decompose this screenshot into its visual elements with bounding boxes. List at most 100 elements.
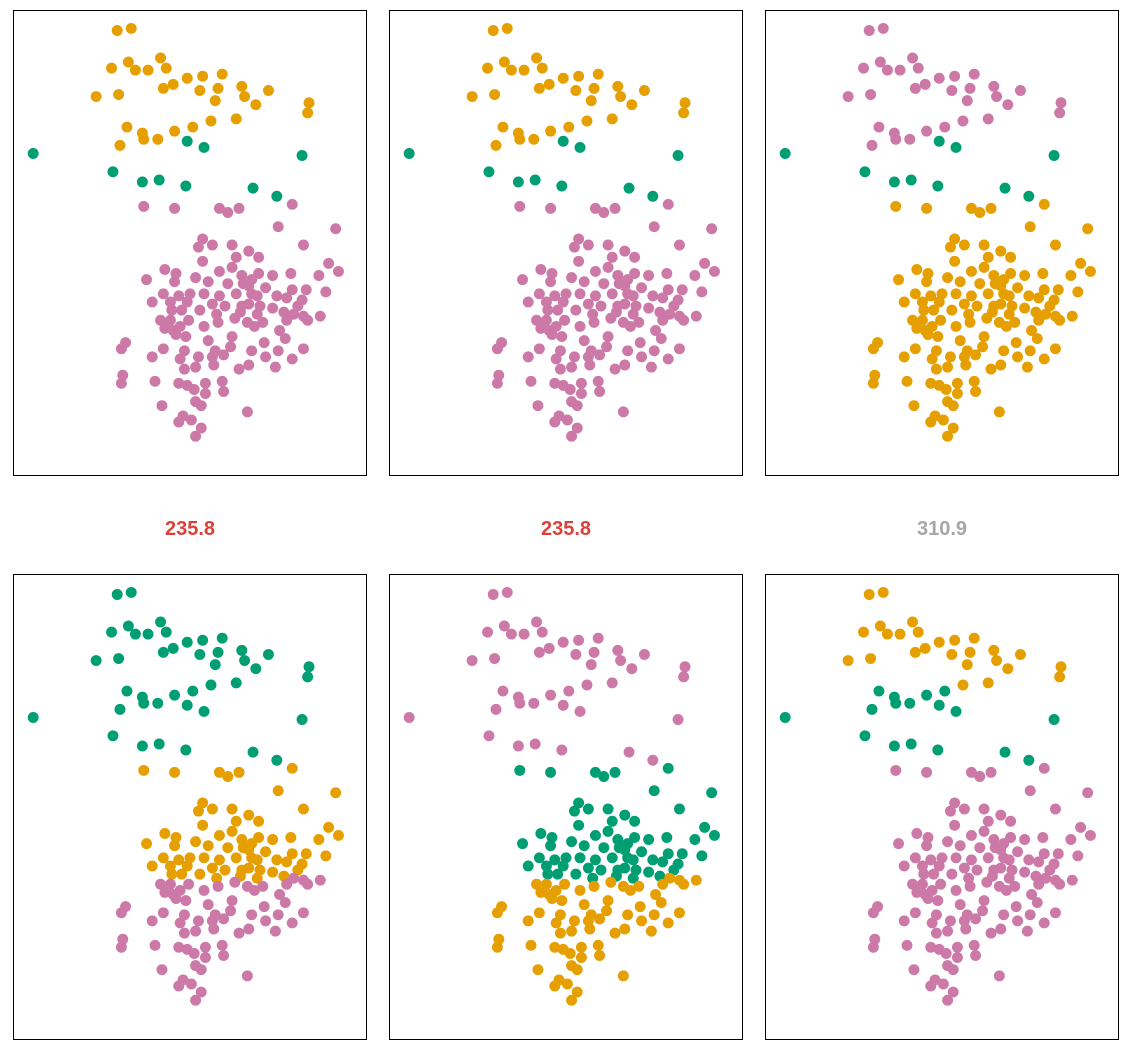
point-orange (303, 97, 315, 109)
point-pink (188, 383, 200, 395)
point-orange (993, 406, 1005, 418)
point-green (121, 685, 133, 697)
point-orange (662, 917, 674, 929)
point-pink (960, 923, 972, 935)
point-pink (178, 927, 190, 939)
point-green (589, 854, 601, 866)
point-pink (260, 282, 272, 294)
point-orange (271, 854, 283, 866)
point-orange (957, 679, 969, 691)
point-orange (588, 82, 600, 94)
point-pink (176, 304, 188, 316)
point-orange (988, 270, 1000, 281)
point-pink (286, 198, 298, 210)
point-pink (540, 296, 552, 308)
point-orange (556, 895, 568, 907)
point-pink (974, 842, 986, 854)
point-orange (141, 838, 153, 850)
point-orange (571, 986, 583, 998)
point-orange (533, 907, 545, 919)
point-pink (1021, 925, 1033, 937)
point-orange (978, 261, 990, 273)
point-orange (330, 787, 342, 799)
point-pink (246, 909, 258, 921)
point-pink (950, 884, 962, 896)
point-green (623, 182, 635, 194)
point-pink (950, 852, 962, 864)
point-orange (1037, 268, 1049, 279)
point-orange (226, 825, 238, 837)
point-orange (958, 298, 970, 310)
point-pink (946, 84, 958, 96)
point-green (629, 832, 641, 843)
point-orange (601, 905, 613, 917)
point-green (129, 628, 141, 640)
point-green (142, 628, 154, 640)
point-pink (213, 202, 225, 214)
point-orange (206, 803, 218, 815)
point-pink (974, 771, 986, 782)
point-orange (946, 648, 958, 660)
point-pink (609, 202, 621, 214)
point-pink (514, 697, 526, 709)
point-orange (212, 82, 224, 94)
point-orange (894, 628, 906, 640)
point-green (27, 148, 39, 159)
point-pink (549, 377, 561, 389)
point-green (999, 182, 1011, 194)
point-pink (985, 927, 997, 939)
point-pink (566, 272, 578, 284)
point-orange (901, 375, 913, 387)
point-orange (964, 316, 976, 328)
point-pink (489, 653, 501, 665)
point-pink (269, 361, 281, 373)
point-orange (243, 862, 255, 874)
point-pink (877, 22, 889, 34)
point-orange (585, 95, 597, 107)
point-pink (602, 239, 614, 251)
point-pink (566, 430, 578, 442)
point-pink (173, 377, 185, 389)
point-pink (925, 854, 937, 866)
point-orange (111, 25, 123, 36)
point-pink (115, 907, 127, 919)
point-pink (624, 320, 636, 332)
point-green (247, 746, 259, 758)
point-pink (197, 255, 209, 267)
point-pink (531, 616, 543, 628)
point-pink (993, 970, 1005, 982)
point-orange (574, 884, 586, 896)
point-green (302, 671, 314, 683)
point-orange (198, 852, 210, 864)
point-pink (609, 363, 621, 375)
point-pink (898, 915, 910, 927)
point-pink (673, 239, 685, 251)
point-orange (297, 803, 309, 815)
point-pink (159, 263, 171, 275)
point-pink (662, 284, 674, 296)
point-pink (157, 288, 169, 300)
point-pink (958, 915, 970, 927)
point-orange (239, 91, 251, 103)
point-orange (960, 359, 972, 371)
point-pink (285, 268, 297, 279)
point-orange (926, 353, 938, 365)
point-pink (522, 351, 534, 363)
point-pink (578, 276, 590, 288)
point-green (636, 846, 648, 858)
point-orange (1049, 239, 1061, 251)
point-orange (549, 941, 561, 953)
point-pink (627, 290, 639, 302)
point-pink (1055, 97, 1067, 109)
point-orange (909, 343, 921, 355)
point-pink (233, 363, 245, 375)
point-pink (493, 369, 505, 381)
point-orange (898, 351, 910, 363)
point-orange (648, 909, 660, 921)
point-orange (482, 62, 494, 74)
point-green (573, 797, 585, 809)
point-orange (300, 848, 312, 860)
point-orange (138, 133, 150, 145)
point-pink (241, 970, 253, 982)
point-pink (1005, 832, 1017, 843)
